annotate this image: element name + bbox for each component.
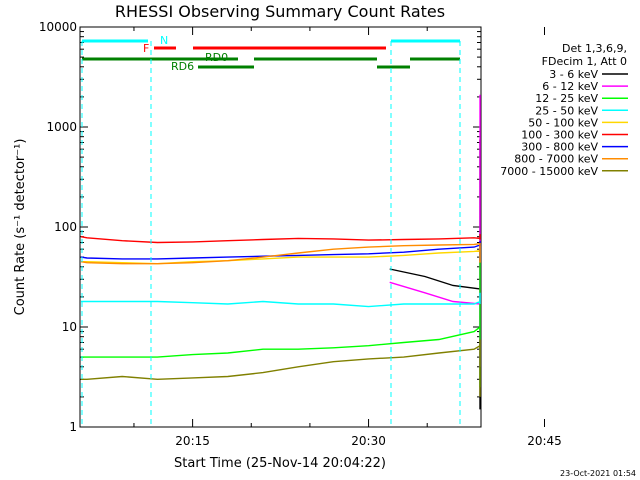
series-line-5 — [80, 234, 481, 244]
series-line-8 — [81, 339, 481, 397]
y-tick-label: 10 — [62, 320, 77, 334]
x-axis-label: Start Time (25-Nov-14 20:04:22) — [174, 456, 386, 471]
legend-label-8: 7000 - 15000 keV — [500, 165, 598, 178]
y-tick-label: 10000 — [39, 20, 77, 34]
y-tick-label: 1 — [69, 420, 77, 434]
legend-label-6: 300 - 800 keV — [521, 141, 598, 154]
y-tick-label: 100 — [54, 220, 77, 234]
y-axis: 1 10 100 1000 10000 — [39, 20, 481, 434]
x-tick-label: 20:30 — [351, 434, 386, 448]
legend-header-1: Det 1,3,6,9, — [562, 42, 627, 55]
chart-title: RHESSI Observing Summary Count Rates — [115, 2, 445, 21]
series-line-7 — [80, 242, 481, 265]
flag-f-label: F — [143, 42, 149, 55]
legend-label-0: 3 - 6 keV — [549, 68, 598, 81]
legend-label-2: 12 - 25 keV — [535, 92, 598, 105]
series-group — [80, 94, 481, 410]
legend-label-3: 25 - 50 keV — [535, 104, 598, 117]
legend-label-5: 100 - 300 keV — [521, 129, 598, 142]
legend-header-2: FDecim 1, Att 0 — [542, 55, 627, 68]
x-tick-label: 20:45 — [527, 434, 562, 448]
legend-label-1: 6 - 12 keV — [542, 80, 598, 93]
series-line-1 — [389, 94, 481, 367]
timestamp: 23-Oct-2021 01:54 — [560, 469, 636, 478]
legend: Det 1,3,6,9, FDecim 1, Att 0 3 - 6 keV6 … — [500, 42, 628, 178]
flag-rd6-label: RD6 — [171, 60, 194, 73]
plot-frame — [79, 26, 482, 428]
x-tick-label: 20:15 — [175, 434, 210, 448]
legend-label-4: 50 - 100 keV — [528, 116, 598, 129]
y-axis-label: Count Rate (s⁻¹ detector⁻¹) — [13, 139, 28, 316]
flag-rd0-label: RD0 — [205, 51, 228, 64]
flags-group: NF RD0 RD6 — [81, 34, 461, 427]
series-line-0 — [389, 139, 481, 410]
series-line-3 — [81, 292, 481, 308]
flag-n-label: N — [160, 34, 168, 47]
y-tick-label: 1000 — [46, 120, 77, 134]
series-line-2 — [81, 249, 481, 388]
legend-label-7: 800 - 7000 keV — [514, 153, 598, 166]
